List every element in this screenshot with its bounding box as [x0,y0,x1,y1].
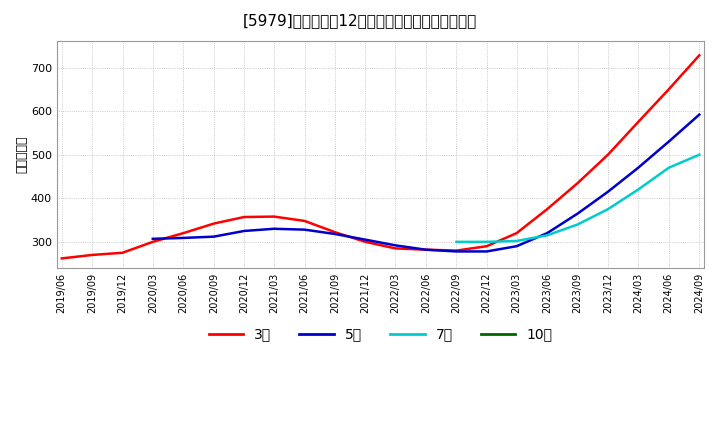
Line: 7年: 7年 [456,155,699,242]
Line: 5年: 5年 [153,114,699,251]
Line: 3年: 3年 [62,55,699,258]
Legend: 3年, 5年, 7年, 10年: 3年, 5年, 7年, 10年 [203,322,558,347]
Y-axis label: （百万円）: （百万円） [15,136,28,173]
Text: [5979]　経常利益12か月移動合計の平均値の推移: [5979] 経常利益12か月移動合計の平均値の推移 [243,13,477,28]
